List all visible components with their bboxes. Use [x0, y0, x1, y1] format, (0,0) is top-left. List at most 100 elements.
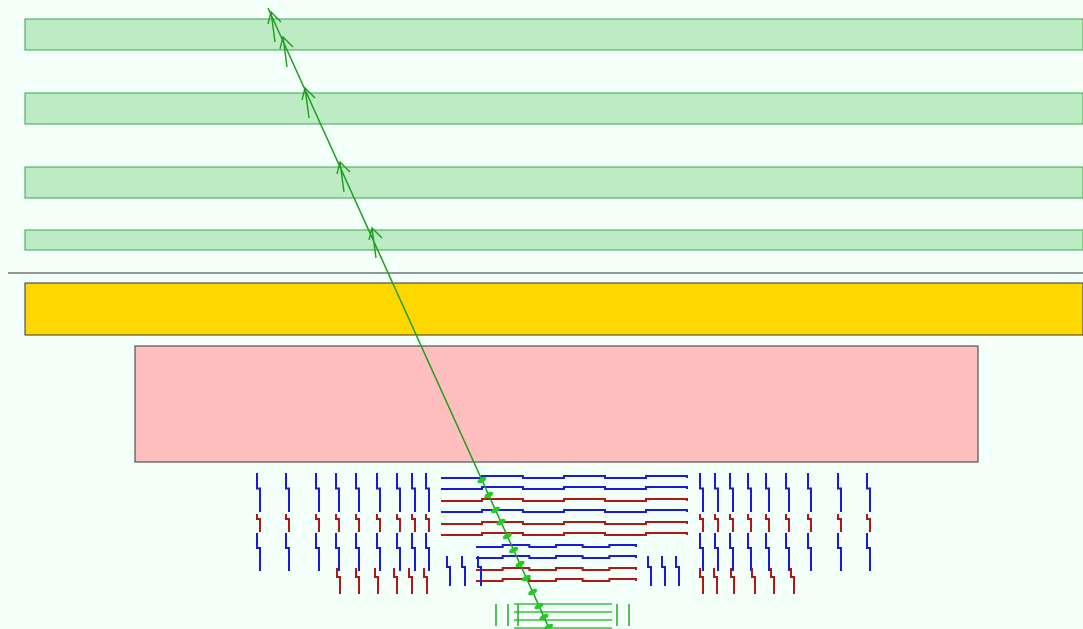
tracker-disk: [335, 533, 340, 571]
tracker-strip: [476, 555, 637, 559]
track-hit: [491, 506, 501, 514]
tracker-disk: [315, 533, 320, 571]
tracker-disk: [699, 568, 704, 594]
tracker-disk: [393, 568, 398, 594]
tracker-disk: [477, 556, 482, 586]
tracker-disk: [765, 514, 770, 532]
tracker-disk: [285, 533, 290, 571]
tracker-disk: [699, 533, 704, 571]
tracker-disk: [315, 473, 320, 512]
tracker-disk: [747, 514, 752, 532]
tracker-disk: [396, 514, 401, 532]
tracker-disk: [785, 473, 790, 512]
tracker-disk: [765, 533, 770, 571]
tracker-disk: [714, 533, 719, 571]
tracker-disk: [729, 514, 734, 532]
muon-chamber: [24, 166, 1083, 199]
tracker-disk: [355, 473, 360, 512]
tracker-disk: [425, 514, 430, 532]
tracker-disk: [866, 533, 871, 571]
tracker-disk: [396, 473, 401, 512]
tracker-disk: [315, 514, 320, 532]
tracker-disk: [770, 568, 775, 594]
tracker-strip: [476, 567, 637, 571]
tracker-disk: [423, 568, 428, 594]
tracker-disk: [729, 473, 734, 512]
tracker-disk: [425, 533, 430, 571]
muon-chamber: [24, 18, 1083, 51]
tracker-strip: [441, 509, 688, 513]
tracker-disk: [408, 568, 413, 594]
tracker-disk: [336, 568, 341, 594]
tracker-disk: [355, 533, 360, 571]
track-hit: [534, 602, 544, 610]
track-hit: [477, 476, 487, 484]
tracker-disk: [729, 533, 734, 571]
tracker-disk: [256, 473, 261, 512]
tracker-disk: [807, 514, 812, 532]
tracker-disk: [785, 514, 790, 532]
tracker-disk: [675, 556, 680, 586]
tracker-disk: [699, 514, 704, 532]
tracker-disk: [411, 514, 416, 532]
tracker-disk: [425, 473, 430, 512]
tracker-disk: [699, 473, 704, 512]
tracker-disk: [751, 568, 756, 594]
tracker-disk: [461, 556, 466, 586]
tracker-disk: [396, 533, 401, 571]
muon-system: [24, 18, 1083, 251]
tracker-disk: [661, 556, 666, 586]
tracker-disk: [785, 533, 790, 571]
tracker-disk: [256, 533, 261, 571]
tracker-disk: [376, 533, 381, 571]
track-line: [267, 7, 550, 629]
tracker-disk: [714, 514, 719, 532]
tracker-disk: [355, 568, 360, 594]
track-hit: [496, 518, 506, 526]
muon-chamber: [24, 229, 1083, 251]
track-hit: [502, 532, 512, 540]
tracker-disk: [335, 514, 340, 532]
tracker-disk: [647, 556, 652, 586]
tracker-disk: [837, 514, 842, 532]
muon-track: [267, 7, 554, 629]
solenoid: [24, 282, 1083, 336]
tracker-strip: [441, 532, 688, 536]
tracker-disk: [713, 568, 718, 594]
tracker-strip: [476, 578, 637, 582]
tracker-disk: [730, 568, 735, 594]
tracker: [256, 473, 871, 629]
tracker-disk: [374, 568, 379, 594]
track-hit: [539, 613, 549, 621]
tracker-disk: [256, 514, 261, 532]
tracker-strip: [441, 521, 688, 525]
tracker-strip: [441, 498, 688, 502]
tracker-disk: [285, 473, 290, 512]
tracker-disk: [747, 473, 752, 512]
tracker-disk: [747, 533, 752, 571]
tracker-disk: [411, 473, 416, 512]
tracker-disk: [285, 514, 290, 532]
track-hit: [515, 560, 525, 568]
tracker-disk: [807, 533, 812, 571]
track-hit: [528, 588, 538, 596]
tracker-disk: [837, 473, 842, 512]
tracker-strip: [441, 475, 688, 479]
tracker-disk: [376, 473, 381, 512]
tracker-disk: [714, 473, 719, 512]
muon-chamber: [24, 92, 1083, 125]
tracker-disk: [355, 514, 360, 532]
track-hit: [484, 491, 494, 499]
tracker-disk: [765, 473, 770, 512]
tracker-strip: [476, 544, 637, 548]
tracker-disk: [411, 533, 416, 571]
hadron-calorimeter: [134, 345, 979, 463]
tracker-disk: [837, 533, 842, 571]
tracker-disk: [446, 556, 451, 586]
tracker-disk: [790, 568, 795, 594]
track-hit: [509, 546, 519, 554]
tracker-strip: [441, 486, 688, 490]
tracker-disk: [335, 473, 340, 512]
tracker-disk: [866, 473, 871, 512]
